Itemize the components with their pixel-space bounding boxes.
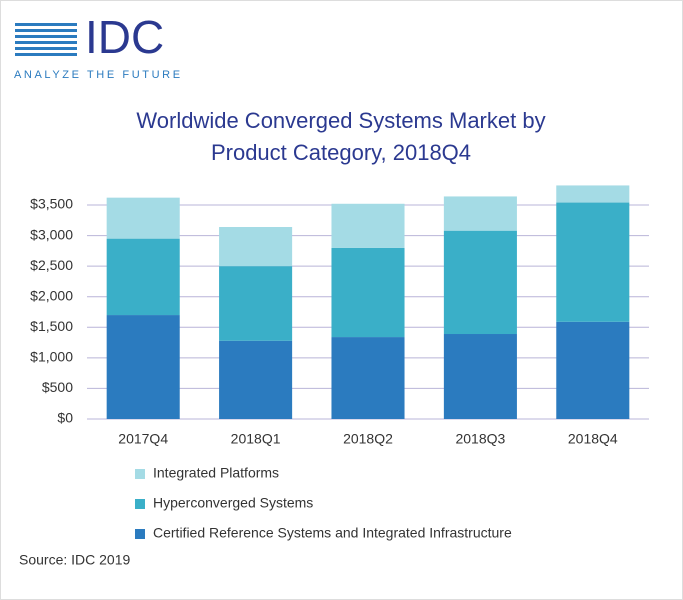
logo-tagline: ANALYZE THE FUTURE — [14, 69, 183, 81]
legend-swatch — [135, 499, 145, 509]
logo-mark — [15, 23, 77, 56]
legend-label: Certified Reference Systems and Integrat… — [153, 525, 512, 541]
bar-segment — [443, 334, 517, 419]
logo-name: IDC — [85, 11, 164, 63]
bar-segment — [219, 266, 293, 341]
bar-segment — [556, 185, 630, 203]
bar-segment — [556, 202, 630, 322]
y-tick-label: $500 — [42, 379, 73, 395]
y-tick-label: $0 — [57, 410, 73, 426]
legend-swatch — [135, 529, 145, 539]
bar-segment — [331, 247, 405, 338]
legend-swatch — [135, 469, 145, 479]
bar-segment — [219, 227, 293, 267]
bar-segment — [106, 238, 180, 316]
y-tick-label: $2,500 — [30, 257, 73, 273]
bar-segment — [331, 203, 405, 248]
bar-segment — [331, 337, 405, 419]
x-tick-label: 2017Q4 — [118, 431, 168, 447]
bar-segment — [443, 230, 517, 335]
chart-title: Worldwide Converged Systems Market by Pr… — [136, 108, 546, 165]
y-tick-label: $3,500 — [30, 196, 73, 212]
legend-label: Hyperconverged Systems — [153, 495, 313, 511]
x-tick-label: 2018Q2 — [343, 431, 393, 447]
legend-label: Integrated Platforms — [153, 465, 279, 481]
x-tick-label: 2018Q3 — [455, 431, 505, 447]
bar-segment — [219, 340, 293, 419]
x-tick-label: 2018Q1 — [231, 431, 281, 447]
y-tick-label: $3,000 — [30, 226, 73, 242]
x-tick-label: 2018Q4 — [568, 431, 618, 447]
bar-segment — [556, 321, 630, 419]
source: Source: IDC 2019 — [19, 552, 130, 568]
bar-segment — [443, 196, 517, 231]
y-tick-label: $2,000 — [30, 287, 73, 303]
y-tick-label: $1,500 — [30, 318, 73, 334]
bar-segment — [106, 197, 180, 239]
bar-segment — [106, 315, 180, 419]
y-tick-label: $1,000 — [30, 349, 73, 365]
